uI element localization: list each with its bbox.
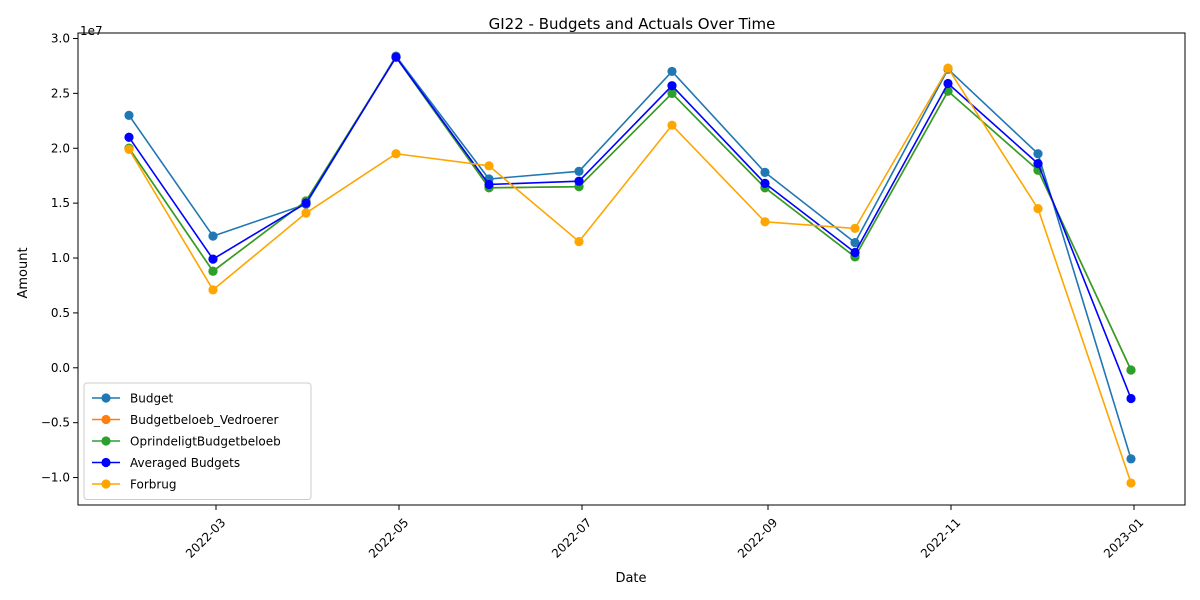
legend-marker [101, 479, 111, 489]
data-point [850, 238, 860, 248]
data-point [760, 178, 770, 188]
legend-entry: Budgetbeloeb_Vedroerer [92, 413, 279, 427]
legend-entry: Forbrug [92, 478, 177, 492]
data-point [208, 266, 218, 276]
legend-label: Budget [130, 392, 173, 406]
legend-label: Forbrug [130, 478, 177, 492]
data-point [1126, 393, 1136, 404]
series-line [128, 56, 1132, 399]
y-tick-label: −0.5 [41, 416, 70, 430]
y-tick-label: 0.0 [51, 361, 70, 375]
data-point [301, 208, 311, 218]
data-point [301, 198, 311, 208]
legend-box [83, 382, 312, 500]
data-point [574, 236, 584, 247]
x-tick-label: 2022-09 [735, 515, 780, 560]
data-point [760, 167, 770, 177]
data-point [1033, 159, 1043, 169]
legend-entry: OprindeligtBudgetbeloeb [92, 435, 281, 449]
data-point [484, 161, 494, 171]
x-tick-label: 2023-01 [1101, 515, 1146, 560]
y-tick-label: 2.5 [51, 86, 70, 100]
x-tick-label: 2022-05 [366, 515, 411, 560]
data-point [574, 166, 584, 176]
data-point [1126, 454, 1136, 464]
data-point [850, 223, 860, 233]
data-point [943, 78, 953, 89]
x-tick-label: 2022-11 [918, 515, 963, 560]
data-point [391, 149, 401, 159]
data-point [574, 176, 584, 186]
y-tick-label: 2.0 [51, 141, 70, 155]
data-point [208, 231, 218, 241]
legend-marker [101, 436, 111, 446]
legend-label: Budgetbeloeb_Vedroerer [130, 413, 279, 427]
y-tick-label: 3.0 [51, 31, 70, 45]
y-tick-label: 0.5 [51, 306, 70, 320]
series-line [128, 67, 1132, 484]
legend-marker [101, 414, 111, 425]
data-point [667, 66, 677, 77]
series-3 [124, 52, 1136, 404]
axes-frame [77, 32, 1186, 506]
x-tick-label: 2022-03 [183, 515, 228, 560]
data-point [124, 132, 134, 142]
series-2 [124, 52, 1136, 375]
legend: Budget Budgetbeloeb_Vedroerer OprindeligtB… [83, 382, 312, 500]
data-point [208, 285, 218, 295]
y-tick-label: 1.5 [51, 196, 70, 210]
series-1 [124, 52, 1136, 375]
data-point [124, 144, 134, 154]
data-point [667, 81, 677, 91]
legend-marker [101, 393, 111, 403]
legend-label: Averaged Budgets [130, 456, 240, 470]
data-point [760, 217, 770, 227]
chart-title: GI22 - Budgets and Actuals Over Time [489, 15, 776, 33]
plot-area [124, 51, 1136, 488]
data-point [1126, 365, 1136, 375]
legend-entry: Budget [92, 392, 173, 406]
y-tick-label: 1.0 [51, 251, 70, 265]
series-4 [124, 63, 1136, 488]
y-tick-label: −1.0 [41, 471, 70, 485]
data-point [484, 179, 494, 190]
x-axis-label: Date [615, 571, 646, 586]
data-point [667, 120, 677, 130]
y-axis-label: Amount [16, 247, 31, 298]
legend-marker [101, 457, 111, 468]
data-point [391, 52, 401, 62]
data-point [1126, 478, 1136, 488]
data-point [667, 88, 677, 98]
x-tick-label: 2022-07 [549, 515, 594, 560]
legend-entry: Averaged Budgets [92, 456, 240, 470]
series-line [128, 55, 1132, 460]
data-point [943, 63, 953, 73]
data-point [1033, 204, 1043, 214]
data-point [208, 254, 218, 264]
data-point [850, 247, 860, 258]
data-point [124, 110, 134, 120]
data-point [1033, 149, 1043, 159]
legend-label: OprindeligtBudgetbeloeb [130, 435, 281, 449]
y-axis-multiplier: 1e7 [80, 24, 103, 38]
